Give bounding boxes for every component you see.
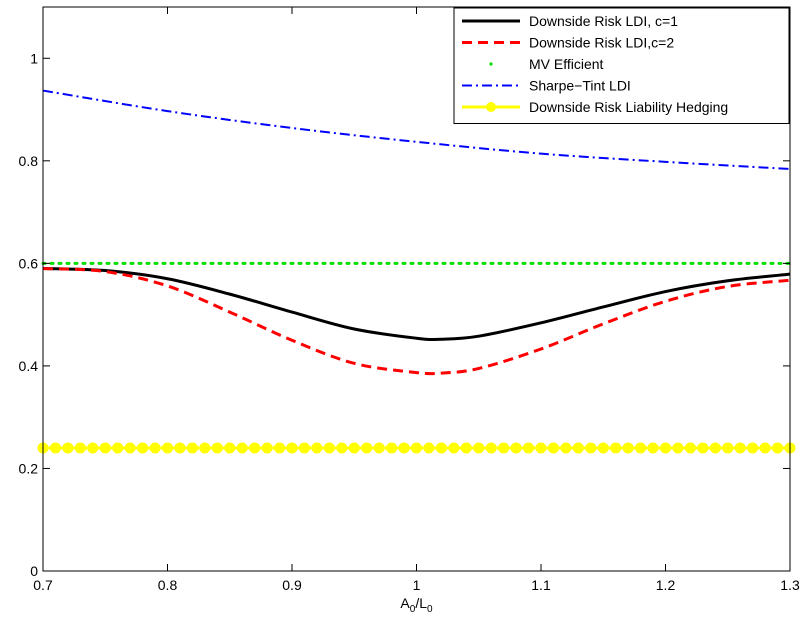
series-marker [672, 442, 684, 454]
series-marker [174, 442, 186, 454]
series-marker [709, 442, 721, 454]
series-marker [323, 442, 335, 454]
legend-label-2: MV Efficient [529, 56, 604, 72]
series-marker [87, 442, 99, 454]
x-axis-label-sep: /L [415, 595, 427, 611]
series-marker [162, 442, 173, 454]
series-marker [224, 442, 236, 454]
series-marker [647, 442, 659, 454]
series-marker [298, 442, 310, 454]
legend-label-3: Sharpe−Tint LDI [529, 78, 631, 94]
series-marker [622, 442, 634, 454]
series-marker [722, 442, 734, 454]
legend-box [453, 7, 790, 124]
legend-label-1: Downside Risk LDI,c=2 [529, 35, 674, 51]
series-marker [734, 442, 746, 454]
series-marker [211, 442, 223, 454]
series-marker [473, 442, 485, 454]
series-marker [311, 442, 323, 454]
series-marker [112, 442, 124, 454]
legend-swatch-2 [489, 62, 493, 66]
series-marker [547, 442, 559, 454]
legend-items: Downside Risk LDI, c=1 Downside Risk LDI,… [462, 13, 728, 115]
legend: Downside Risk LDI, c=1 Downside Risk LDI,… [453, 7, 790, 124]
x-tick-label: 1.1 [531, 577, 551, 593]
series-marker [199, 442, 211, 454]
series-marker [560, 442, 572, 454]
series-marker [124, 442, 136, 454]
series-line-3 [42, 89, 791, 171]
x-axis-label-sub2: 0 [427, 604, 433, 615]
y-tick-label: 0.6 [19, 255, 39, 271]
legend-label-4: Downside Risk Liability Hedging [529, 99, 728, 115]
y-tick-label: 0 [30, 563, 38, 579]
x-tick-label: 0.9 [282, 577, 302, 593]
y-tick-label: 0.8 [19, 153, 39, 169]
series-marker [411, 442, 422, 454]
series-marker [49, 442, 61, 454]
y-tick-label: 0.4 [19, 358, 39, 374]
series-marker [572, 442, 584, 454]
x-axis-label: A0/L0 [400, 595, 433, 615]
series-marker [597, 442, 609, 454]
x-axis-label-main: A [400, 595, 410, 611]
series-marker [535, 442, 547, 454]
series-marker [373, 442, 385, 454]
series-marker [759, 442, 771, 454]
series-marker [510, 442, 522, 454]
y-tick-label: 0.2 [19, 460, 39, 476]
legend-marker-4 [486, 102, 496, 112]
series-marker [336, 442, 348, 454]
y-tick-label: 1 [30, 50, 38, 66]
series-marker [286, 442, 298, 454]
series-marker [99, 442, 111, 454]
series-marker [348, 442, 360, 454]
series-marker [660, 442, 671, 454]
series-marker [523, 442, 535, 454]
series-marker [149, 442, 161, 454]
series-marker [249, 442, 261, 454]
series-marker [186, 442, 198, 454]
series-marker [423, 442, 435, 454]
x-axis-label-sub1: 0 [410, 604, 416, 615]
series-line-0 [42, 266, 791, 342]
series-marker [74, 442, 86, 454]
series-marker [498, 442, 510, 454]
x-tick-label: 0.7 [33, 577, 53, 593]
x-tick-label: 1 [413, 577, 421, 593]
series-line-1 [42, 266, 791, 376]
series-marker [137, 442, 149, 454]
series-marker [585, 442, 597, 454]
series-marker [236, 442, 248, 454]
series-marker [747, 442, 759, 454]
series-marker [772, 442, 784, 454]
series-marker [435, 442, 447, 454]
series-marker [460, 442, 472, 454]
x-tick-label: 0.8 [158, 577, 178, 593]
x-tick-label: 1.3 [780, 577, 800, 593]
series-marker [448, 442, 460, 454]
series-marker [361, 442, 373, 454]
series-marker [635, 442, 647, 454]
x-tick-label: 1.2 [656, 577, 676, 593]
series-marker [697, 442, 709, 454]
series-marker [386, 442, 398, 454]
series-marker [62, 442, 74, 454]
series-marker [684, 442, 696, 454]
series-marker [398, 442, 410, 454]
legend-label-0: Downside Risk LDI, c=1 [529, 13, 678, 29]
series-marker [485, 442, 497, 454]
series-marker [610, 442, 622, 454]
series-marker [261, 442, 273, 454]
series-marker [274, 442, 286, 454]
ticks-layer: 0.7 0.8 0.9 1 1.1 1.2 1.3 0 0.2 0.4 0.6 0.8 1 [19, 7, 800, 593]
series-layer [37, 89, 796, 454]
